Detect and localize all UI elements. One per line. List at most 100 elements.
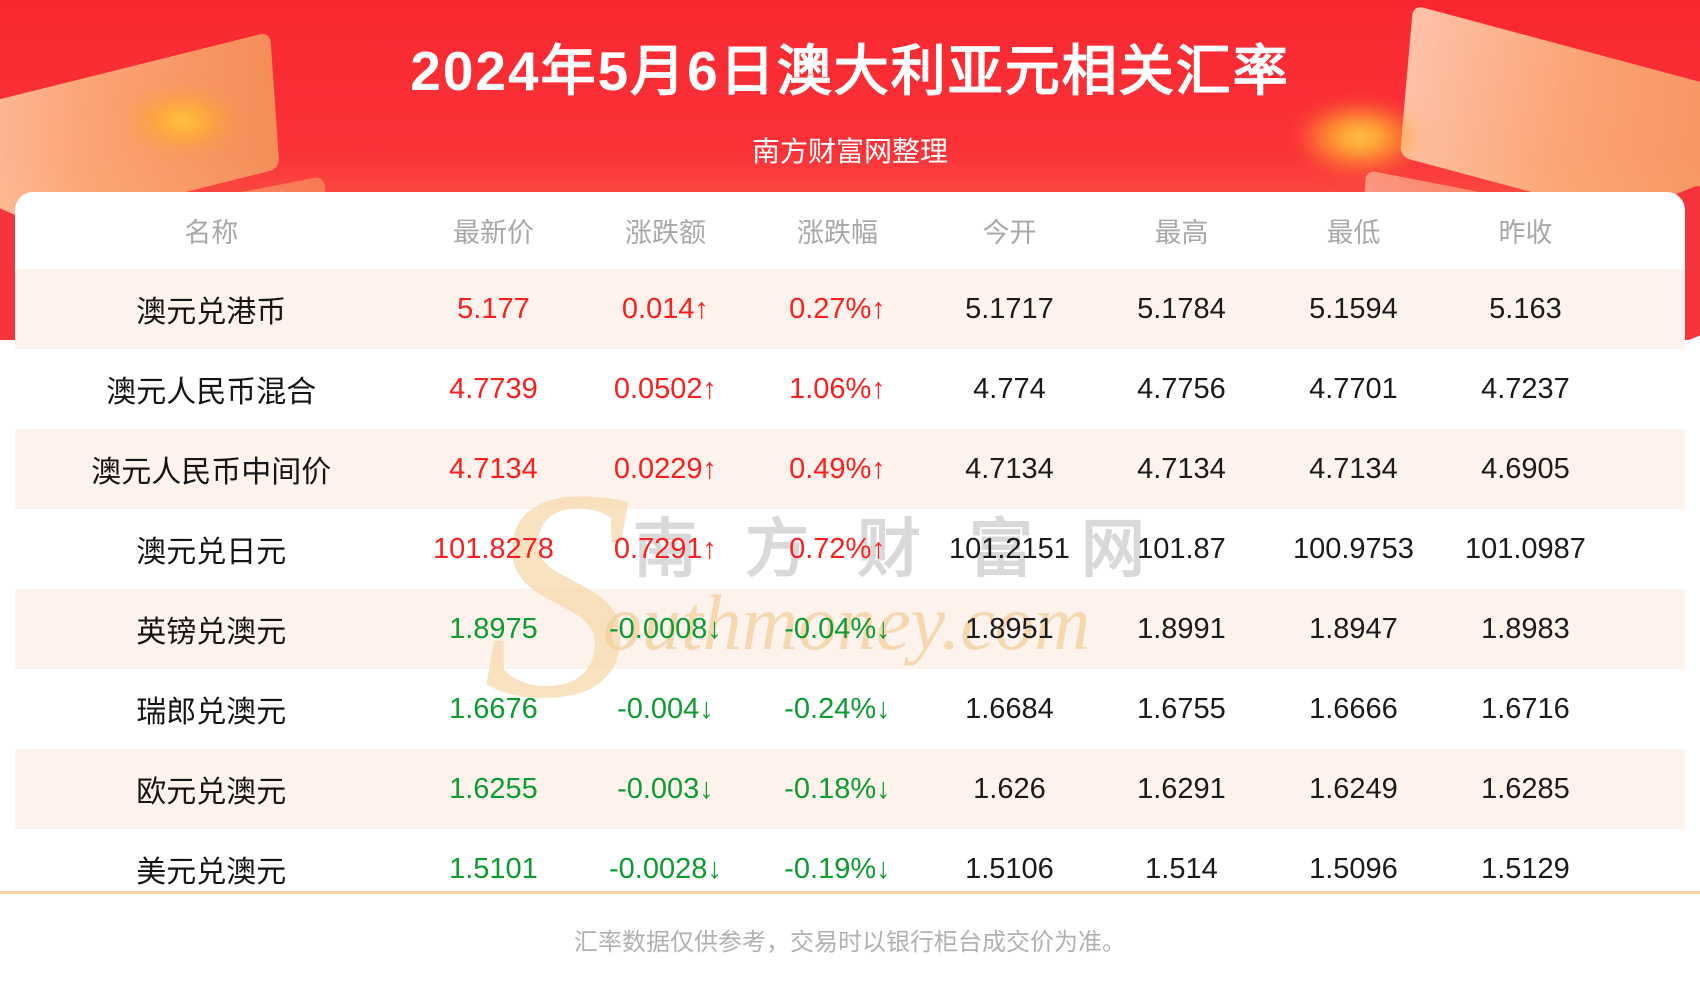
rate-row-8: 美元兑澳元 1.5101 -0.0028↓ -0.19%↓ 1.5106 1.514 1.5…: [15, 829, 1685, 909]
column-header-1: 名称: [184, 218, 239, 248]
pair-name: 欧元兑澳元: [136, 776, 287, 809]
change-amount: -0.0008↓: [609, 612, 722, 645]
open-price: 1.6684: [965, 692, 1054, 725]
row-spacer: [1611, 429, 1685, 509]
prev-close: 1.6716: [1481, 692, 1570, 725]
row-spacer: [1611, 349, 1685, 429]
rates-table: 名称 最新价 涨跌额 涨跌幅 今开 最高 最低 昨收 澳元兑港币 5.177 0.014↑ 0.27…: [15, 192, 1685, 909]
low-price: 1.5096: [1309, 852, 1398, 885]
row-spacer: [1611, 509, 1685, 589]
column-header-8: 昨收: [1498, 218, 1553, 248]
change-percent: -0.19%↓: [784, 852, 891, 885]
change-percent: 0.49%↑: [789, 452, 886, 485]
rate-row-7: 欧元兑澳元 1.6255 -0.003↓ -0.18%↓ 1.626 1.6291 1.62…: [15, 749, 1685, 829]
low-price: 100.9753: [1292, 532, 1414, 565]
last-price: 4.7134: [449, 452, 538, 485]
prev-close: 1.6285: [1481, 772, 1570, 805]
last-price: 1.6255: [449, 772, 538, 805]
change-percent: -0.04%↓: [784, 612, 891, 645]
row-spacer: [1611, 829, 1685, 909]
change-amount: -0.003↓: [617, 772, 714, 805]
column-header-7: 最低: [1326, 218, 1381, 248]
open-price: 1.626: [973, 772, 1046, 805]
prev-close: 5.163: [1489, 292, 1562, 325]
column-header-spacer: [1611, 192, 1685, 269]
low-price: 1.6666: [1309, 692, 1398, 725]
change-percent: 0.72%↑: [789, 532, 886, 565]
column-header-6: 最高: [1154, 218, 1209, 248]
table-header: 名称 最新价 涨跌额 涨跌幅 今开 最高 最低 昨收: [15, 192, 1685, 269]
column-header-4: 涨跌幅: [796, 218, 878, 248]
change-amount: -0.0028↓: [609, 852, 722, 885]
glow-decoration: [125, 88, 240, 154]
high-price: 1.8991: [1137, 612, 1226, 645]
open-price: 1.5106: [965, 852, 1054, 885]
rate-row-2: 澳元人民币混合 4.7739 0.0502↑ 1.06%↑ 4.774 4.7756 4.7…: [15, 349, 1685, 429]
change-percent: 0.27%↑: [789, 292, 886, 325]
page-title: 2024年5月6日澳大利亚元相关汇率: [410, 40, 1290, 102]
change-percent: 1.06%↑: [789, 372, 886, 405]
last-price: 5.177: [457, 292, 530, 325]
row-spacer: [1611, 669, 1685, 749]
header-row: 名称 最新价 涨跌额 涨跌幅 今开 最高 最低 昨收: [15, 192, 1685, 269]
pair-name: 瑞郎兑澳元: [136, 696, 287, 729]
table-body: 澳元兑港币 5.177 0.014↑ 0.27%↑ 5.1717 5.1784 5.1594…: [15, 269, 1685, 909]
prev-close: 101.0987: [1464, 532, 1586, 565]
low-price: 4.7701: [1309, 372, 1398, 405]
change-amount: 0.014↑: [621, 292, 709, 325]
last-price: 4.7739: [449, 372, 538, 405]
high-price: 4.7756: [1137, 372, 1226, 405]
footer-divider: [0, 891, 1700, 894]
footer-note: 汇率数据仅供参考，交易时以银行柜台成交价为准。: [574, 929, 1126, 956]
rate-row-3: 澳元人民币中间价 4.7134 0.0229↑ 0.49%↑ 4.7134 4.7134 4…: [15, 429, 1685, 509]
open-price: 5.1717: [965, 292, 1054, 325]
low-price: 4.7134: [1309, 452, 1398, 485]
change-amount: -0.004↓: [617, 692, 714, 725]
high-price: 1.6291: [1137, 772, 1226, 805]
pair-name: 美元兑澳元: [136, 856, 287, 889]
row-spacer: [1611, 749, 1685, 829]
page-subtitle: 南方财富网整理: [751, 136, 948, 167]
high-price: 5.1784: [1137, 292, 1226, 325]
open-price: 4.7134: [965, 452, 1054, 485]
change-amount: 0.0502↑: [613, 372, 718, 405]
change-amount: 0.0229↑: [613, 452, 718, 485]
rate-row-4: 澳元兑日元 101.8278 0.7291↑ 0.72%↑ 101.2151 101.87…: [15, 509, 1685, 589]
last-price: 1.6676: [449, 692, 538, 725]
glow-decoration: [1295, 100, 1425, 175]
pair-name: 澳元人民币中间价: [91, 456, 332, 489]
column-header-2: 最新价: [452, 218, 534, 248]
last-price: 1.8975: [449, 612, 538, 645]
rate-row-5: 英镑兑澳元 1.8975 -0.0008↓ -0.04%↓ 1.8951 1.8991 1.…: [15, 589, 1685, 669]
open-price: 101.2151: [948, 532, 1070, 565]
prev-close: 1.8983: [1481, 612, 1570, 645]
rates-card: 名称 最新价 涨跌额 涨跌幅 今开 最高 最低 昨收 澳元兑港币 5.177 0.014↑ 0.27…: [15, 192, 1685, 891]
change-amount: 0.7291↑: [613, 532, 718, 565]
row-spacer: [1611, 269, 1685, 349]
row-spacer: [1611, 589, 1685, 669]
rate-row-6: 瑞郎兑澳元 1.6676 -0.004↓ -0.24%↓ 1.6684 1.6755 1.6…: [15, 669, 1685, 749]
open-price: 4.774: [973, 372, 1046, 405]
pair-name: 澳元人民币混合: [106, 376, 317, 409]
column-header-3: 涨跌额: [624, 218, 706, 248]
prev-close: 1.5129: [1481, 852, 1570, 885]
prev-close: 4.7237: [1481, 372, 1570, 405]
column-header-5: 今开: [982, 218, 1037, 248]
pair-name: 英镑兑澳元: [136, 616, 287, 649]
high-price: 4.7134: [1137, 452, 1226, 485]
high-price: 1.6755: [1137, 692, 1226, 725]
low-price: 5.1594: [1309, 292, 1398, 325]
last-price: 101.8278: [432, 532, 554, 565]
pair-name: 澳元兑港币: [136, 296, 287, 329]
rate-row-1: 澳元兑港币 5.177 0.014↑ 0.27%↑ 5.1717 5.1784 5.1594…: [15, 269, 1685, 349]
change-percent: -0.18%↓: [784, 772, 891, 805]
low-price: 1.8947: [1309, 612, 1398, 645]
pair-name: 澳元兑日元: [136, 536, 287, 569]
last-price: 1.5101: [449, 852, 538, 885]
low-price: 1.6249: [1309, 772, 1398, 805]
change-percent: -0.24%↓: [784, 692, 891, 725]
open-price: 1.8951: [965, 612, 1054, 645]
high-price: 101.87: [1137, 532, 1226, 565]
high-price: 1.514: [1145, 852, 1218, 885]
prev-close: 4.6905: [1481, 452, 1570, 485]
